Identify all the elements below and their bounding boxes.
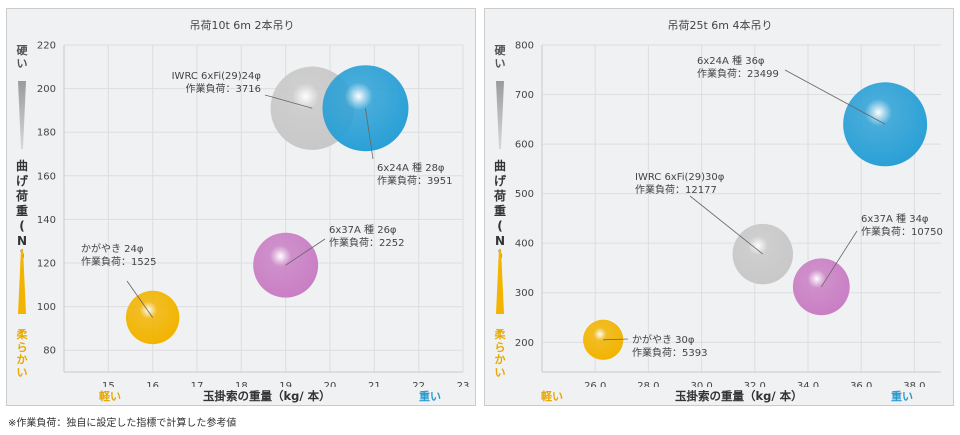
bubble-label-name: 6x24A 種 28φ [377, 161, 445, 174]
x-tick-label: 28.0 [637, 381, 659, 387]
x-tick-label: 20 [324, 381, 337, 387]
callout-leader-line [126, 280, 153, 318]
y-tick-label: 180 [37, 128, 56, 139]
x-tick-label: 34.0 [797, 381, 819, 387]
chart-title: 吊荷25t 6m 4本吊り [667, 18, 772, 32]
x-tick-label: 19 [279, 381, 292, 387]
bubble-label-load: 作業負荷：23499 [697, 67, 779, 80]
y-axis-soft-label: 柔らかい [494, 328, 506, 379]
footnote: ※作業負荷：独自に設定した指標で計算した参考値 [8, 418, 237, 429]
bubble-label-load: 作業負荷：12177 [635, 183, 717, 196]
bubble-label-name: IWRC 6xFi(29)24φ [172, 71, 262, 82]
x-tick-label: 32.0 [744, 381, 766, 387]
y-tick-label: 140 [37, 215, 56, 226]
callout-leader-line [365, 108, 374, 160]
y-tick-label: 200 [515, 338, 534, 349]
hard-indicator-bar [18, 81, 26, 149]
x-tick-label: 23 [457, 381, 470, 387]
x-axis-label: 玉掛索の重量（kg/ 本） [675, 389, 803, 403]
y-axis-soft-label: 柔らかい [16, 328, 28, 379]
y-tick-label: 200 [37, 84, 56, 95]
bubble-chart-left: 15 16 17 18 19 20 21 22 23 80 100 120 140 160 180 200 22… [18, 18, 470, 387]
y-tick-label: 600 [515, 140, 534, 151]
x-tick-label: 18 [235, 381, 248, 387]
callout-leader-line [285, 238, 326, 266]
y-tick-label: 160 [37, 171, 56, 182]
x-axis-heavy-label: 重い [419, 390, 441, 403]
y-axis-hard-label: 硬い [494, 44, 506, 70]
y-tick-label: 800 [515, 41, 534, 52]
x-axis-light-label: 軽い [99, 390, 121, 403]
soft-indicator-bar [496, 249, 504, 314]
x-tick-label: 21 [368, 381, 381, 387]
bubble-point [253, 232, 319, 298]
bubble-label-name: かがやき 24φ [81, 242, 144, 255]
soft-indicator-bar [18, 249, 26, 314]
x-tick-label: 36.0 [850, 381, 872, 387]
callout-leader-line [689, 195, 764, 255]
callout-leader-line [603, 338, 629, 341]
x-tick-label: 30.0 [690, 381, 712, 387]
x-tick-label: 17 [191, 381, 204, 387]
bubble-label-load: 作業負荷：1525 [81, 255, 156, 268]
bubble-point [583, 319, 624, 360]
x-axis-label: 玉掛索の重量（kg/ 本） [203, 389, 331, 403]
x-tick-label: 16 [146, 381, 159, 387]
bubble-label-name: 6x37A 種 26φ [329, 223, 397, 236]
y-tick-label: 220 [37, 41, 56, 52]
bubble-label-load: 作業負荷：2252 [329, 236, 404, 249]
y-tick-label: 120 [37, 259, 56, 270]
chart-title: 吊荷10t 6m 2本吊り [189, 18, 294, 32]
bubble-label-name: IWRC 6xFi(29)30φ [635, 172, 725, 183]
y-axis-hard-label: 硬い [16, 44, 28, 70]
hard-indicator-bar [496, 81, 504, 149]
bubble-label-load: 作業負荷：10750 [861, 225, 943, 238]
y-tick-label: 80 [43, 346, 56, 357]
bubble-label-load: 作業負荷：3716 [186, 82, 261, 95]
x-tick-label: 15 [102, 381, 115, 387]
bubble-label-name: 6x37A 種 34φ [861, 212, 929, 225]
bubble-label-load: 作業負荷：3951 [377, 174, 452, 187]
callout-leader-line [820, 230, 858, 287]
x-axis-label-row: 軽い 玉掛索の重量（kg/ 本） 重い [485, 388, 953, 404]
y-tick-label: 700 [515, 90, 534, 101]
bubble-point [843, 82, 928, 167]
x-tick-label: 26.0 [584, 381, 606, 387]
bubble-label-name: 6x24A 種 36φ [697, 54, 765, 67]
x-axis-light-label: 軽い [541, 390, 563, 403]
bubble-label-load: 作業負荷：5393 [632, 346, 707, 359]
callout-leader-line [784, 69, 886, 125]
x-tick-label: 22 [412, 381, 425, 387]
y-tick-label: 300 [515, 288, 534, 299]
callout-leader-line [264, 94, 313, 109]
x-axis-heavy-label: 重い [891, 390, 913, 403]
x-tick-label: 38.0 [903, 381, 925, 387]
bubble-chart-right: 26.0 28.0 30.0 32.0 34.0 36.0 38.0 200 300 400 500… [496, 18, 943, 387]
bubble-label-name: かがやき 30φ [632, 333, 695, 346]
y-tick-label: 400 [515, 239, 534, 250]
x-axis-label-row: 軽い 玉掛索の重量（kg/ 本） 重い [7, 388, 475, 404]
y-tick-label: 100 [37, 302, 56, 313]
y-tick-label: 500 [515, 189, 534, 200]
